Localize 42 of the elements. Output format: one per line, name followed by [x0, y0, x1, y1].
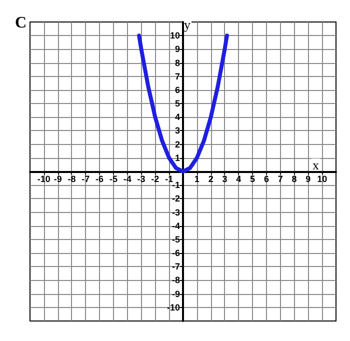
y-tick-label: 4 — [174, 112, 180, 122]
x-axis-title: x — [312, 158, 320, 172]
y-tick-label: -5 — [172, 234, 180, 244]
y-tick-label: -9 — [172, 288, 180, 299]
y-tick-label: -3 — [172, 207, 180, 218]
x-tick-label: -10 — [37, 174, 50, 184]
x-tick-label: -5 — [109, 174, 118, 184]
y-tick-label: 3 — [174, 126, 180, 136]
x-tick-label: -6 — [96, 174, 104, 184]
x-tick-label: 9 — [306, 174, 311, 184]
x-tick-label: 4 — [236, 174, 242, 184]
x-tick-label: -3 — [137, 174, 146, 184]
y-tick-label: 5 — [174, 98, 180, 109]
x-tick-label: -2 — [151, 174, 160, 184]
x-tick-label: 5 — [250, 174, 256, 184]
y-tick-label: 7 — [174, 71, 180, 82]
y-tick-label: 1 — [174, 152, 180, 163]
y-tick-label: -10 — [166, 302, 180, 312]
y-axis-title: y — [184, 17, 191, 32]
x-tick-label: 8 — [292, 174, 297, 184]
x-tick-label: 7 — [278, 174, 283, 184]
y-tick-label: 9 — [174, 44, 180, 54]
y-tick-label: -2 — [172, 194, 180, 204]
x-tick-label: 2 — [208, 174, 214, 184]
x-tick-label: -4 — [123, 174, 132, 184]
y-tick-label: -8 — [172, 275, 180, 286]
x-tick-label: -8 — [68, 174, 76, 184]
x-tick-label: 3 — [222, 174, 228, 184]
line-series — [137, 34, 229, 174]
x-tick-label: 1 — [194, 174, 200, 184]
y-tick-label: 8 — [174, 58, 180, 68]
x-tick-label: -9 — [54, 174, 62, 184]
x-tick-label: 10 — [317, 174, 328, 184]
y-tick-label: 6 — [174, 84, 180, 95]
y-tick-label: 10 — [170, 30, 180, 41]
y-tick-label: -7 — [172, 262, 180, 272]
y-tick-label: -4 — [172, 220, 180, 231]
y-tick-label: -6 — [172, 248, 180, 258]
chart-title: C — [15, 14, 27, 32]
x-tick-label: 6 — [264, 174, 269, 184]
y-tick-label: 2 — [174, 139, 180, 150]
x-tick-label: -7 — [82, 174, 90, 184]
